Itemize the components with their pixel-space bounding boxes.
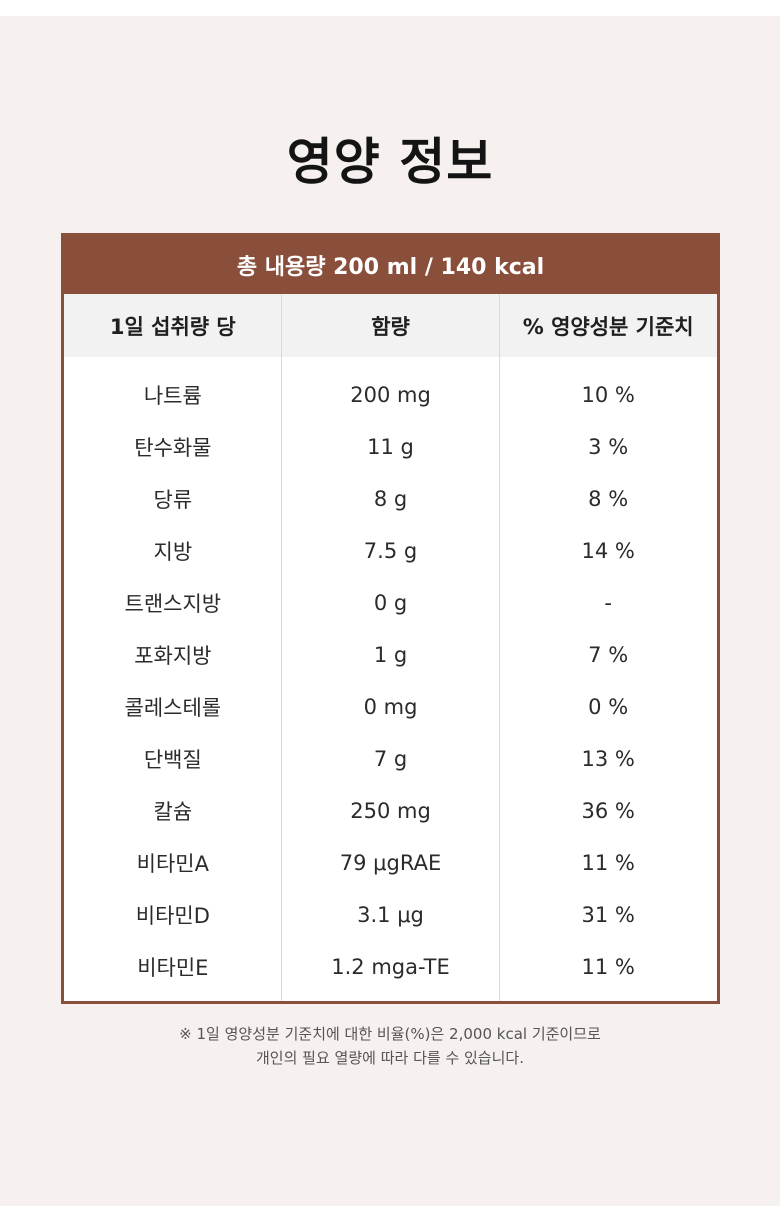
- table-row: 단백질 7 g 13 %: [64, 733, 717, 785]
- nutrient-name: 탄수화물: [134, 436, 212, 460]
- table-header: 총 내용량 200 ml / 140 kcal: [64, 236, 717, 294]
- nutrient-percent: 8 %: [588, 487, 629, 511]
- nutrient-amount: 250 mg: [350, 799, 431, 823]
- table-row: 포화지방 1 g 7 %: [64, 629, 717, 681]
- table-row: 나트륨 200 mg 10 %: [64, 369, 717, 421]
- nutrient-name: 포화지방: [134, 644, 212, 668]
- nutrient-amount: 0 g: [373, 591, 408, 615]
- nutrient-amount: 79 μgRAE: [339, 851, 442, 875]
- nutrient-percent: 3 %: [588, 435, 629, 459]
- nutrient-percent: 7 %: [588, 643, 629, 667]
- table-row: 트랜스지방 0 g -: [64, 577, 717, 629]
- column-header-percent: % 영양성분 기준치: [522, 314, 694, 339]
- nutrient-name: 칼슘: [153, 800, 193, 824]
- nutrient-percent: 36 %: [581, 799, 635, 823]
- nutrient-amount: 11 g: [367, 435, 414, 459]
- nutrient-amount: 3.1 μg: [357, 903, 424, 927]
- footnote-line-1: ※ 1일 영양성분 기준치에 대한 비율(%)은 2,000 kcal 기준이므…: [179, 1025, 601, 1043]
- nutrient-name: 콜레스테롤: [124, 696, 222, 720]
- nutrient-amount: 7 g: [373, 747, 408, 771]
- nutrient-amount: 200 mg: [350, 383, 431, 407]
- column-header-amount: 함량: [371, 314, 410, 339]
- nutrient-name: 지방: [153, 540, 193, 564]
- nutrient-percent: 14 %: [581, 539, 635, 563]
- table-row: 비타민D 3.1 μg 31 %: [64, 889, 717, 941]
- table-row: 지방 7.5 g 14 %: [64, 525, 717, 577]
- nutrient-amount: 7.5 g: [363, 539, 418, 563]
- footnote: ※ 1일 영양성분 기준치에 대한 비율(%)은 2,000 kcal 기준이므…: [0, 1022, 780, 1070]
- nutrient-amount: 1 g: [373, 643, 408, 667]
- table-row: 비타민A 79 μgRAE 11 %: [64, 837, 717, 889]
- table-body: 나트륨 200 mg 10 % 탄수화물 11 g 3 % 당류 8 g 8 %…: [64, 369, 717, 993]
- nutrient-percent: 11 %: [581, 955, 635, 979]
- nutrition-table: 총 내용량 200 ml / 140 kcal 1일 섭취량 당 함량 % 영양…: [61, 233, 720, 1004]
- column-divider: [499, 294, 500, 1001]
- footnote-line-2: 개인의 필요 열량에 따라 다를 수 있습니다.: [256, 1049, 524, 1067]
- nutrient-name: 비타민A: [136, 852, 209, 876]
- nutrient-amount: 1.2 mga-TE: [331, 955, 450, 979]
- nutrient-name: 비타민E: [137, 956, 209, 980]
- table-row: 비타민E 1.2 mga-TE 11 %: [64, 941, 717, 993]
- nutrient-amount: 0 mg: [363, 695, 418, 719]
- nutrient-percent: 31 %: [581, 903, 635, 927]
- nutrient-name: 비타민D: [135, 904, 210, 928]
- nutrient-name: 트랜스지방: [124, 592, 222, 616]
- page-title: 영양 정보: [286, 133, 494, 191]
- nutrient-percent: 0 %: [588, 695, 629, 719]
- nutrient-name: 단백질: [143, 748, 202, 772]
- column-divider: [281, 294, 282, 1001]
- nutrient-percent: -: [604, 591, 612, 615]
- column-header-name: 1일 섭취량 당: [109, 314, 236, 339]
- nutrient-percent: 11 %: [581, 851, 635, 875]
- table-row: 칼슘 250 mg 36 %: [64, 785, 717, 837]
- nutrient-percent: 10 %: [581, 383, 635, 407]
- nutrient-amount: 8 g: [373, 487, 408, 511]
- table-row: 당류 8 g 8 %: [64, 473, 717, 525]
- nutrient-name: 당류: [153, 488, 193, 512]
- table-row: 탄수화물 11 g 3 %: [64, 421, 717, 473]
- column-header-row: 1일 섭취량 당 함량 % 영양성분 기준치: [64, 294, 717, 357]
- nutrient-name: 나트륨: [143, 384, 202, 408]
- nutrient-percent: 13 %: [581, 747, 635, 771]
- table-row: 콜레스테롤 0 mg 0 %: [64, 681, 717, 733]
